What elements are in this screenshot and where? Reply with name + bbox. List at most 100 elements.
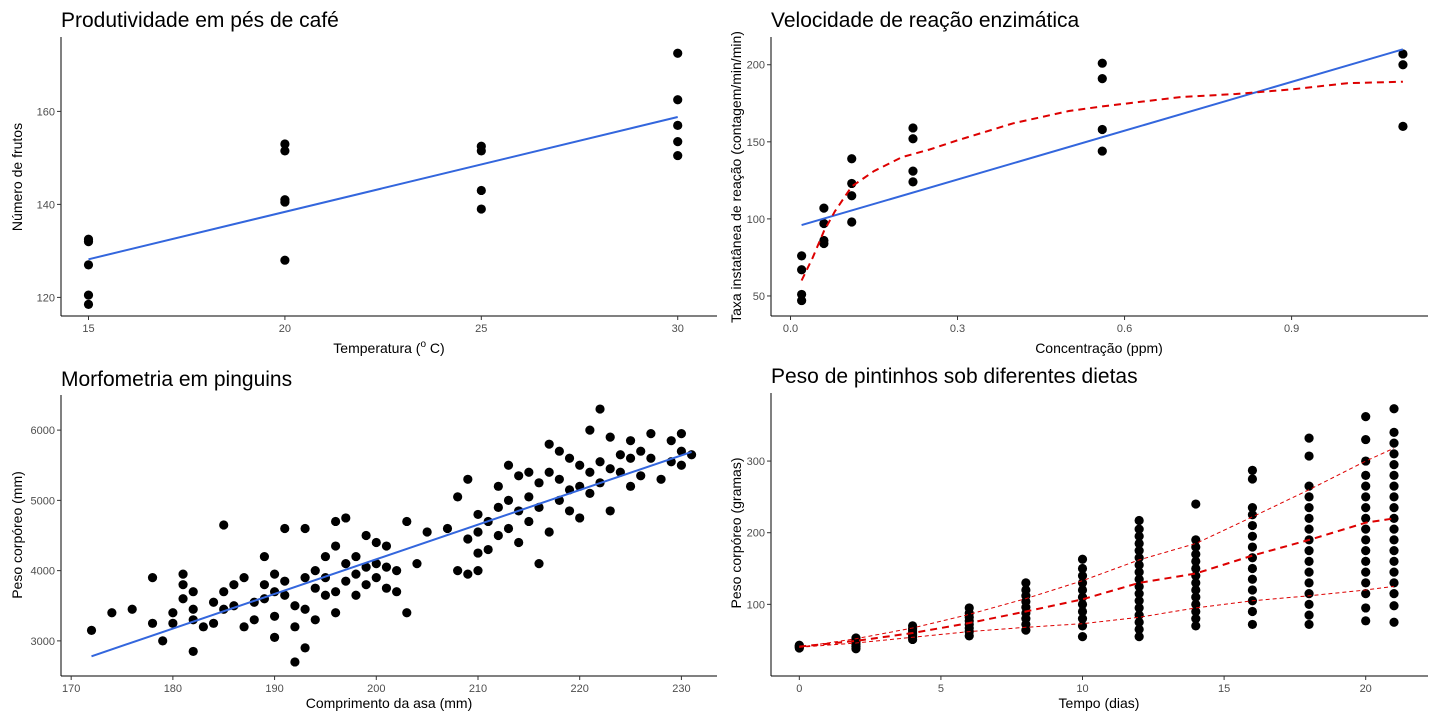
data-point [1389,492,1399,502]
data-point [1398,49,1408,59]
data-point [1304,433,1314,443]
data-point [1304,610,1314,620]
data-point [1097,124,1107,135]
data-point [442,523,453,534]
data-point [1398,121,1408,132]
data-point [1134,538,1144,549]
data-point [1097,146,1107,156]
quantile-curve [799,447,1395,648]
data-point [1191,614,1201,624]
data-point [280,576,290,586]
data-point [847,154,857,164]
x-tick-label: 220 [571,683,589,695]
data-point [402,608,412,618]
data-point [1389,404,1399,414]
panel-penguin-morphometry: Morfometria em pinguins Comprimento da a… [9,368,717,711]
data-point [605,464,615,474]
data-point [280,523,290,534]
x-tick-label: 0.6 [1117,323,1132,335]
data-point [585,425,595,435]
data-point [1389,617,1399,627]
data-point [493,481,503,491]
data-point [646,453,656,463]
data-point [463,569,473,579]
data-point [1021,578,1031,588]
data-point [1134,515,1144,526]
data-point [473,548,483,558]
data-point [1077,554,1088,564]
data-point [290,601,300,611]
x-tick-label: 20 [1360,683,1372,695]
data-point [300,604,310,614]
data-point [1134,596,1144,606]
data-point [1304,578,1314,588]
data-point [554,446,564,456]
data-point [269,611,280,621]
data-point [1361,513,1371,523]
chart-title: Peso de pintinhos sob diferentes dietas [771,365,1138,388]
data-point [908,177,918,187]
data-point [1389,601,1399,611]
data-point [86,625,97,635]
data-point [1304,546,1314,556]
data-point [208,597,219,607]
data-point [219,587,229,597]
y-tick-label: 120 [37,292,55,304]
x-tick-label: 5 [938,683,944,695]
data-point [1134,524,1144,534]
data-point [534,559,544,569]
y-tick-label: 160 [37,106,55,118]
data-point [1134,617,1144,627]
data-point [147,573,158,583]
data-point [422,527,432,537]
data-point [1247,520,1258,531]
data-point [1304,503,1314,513]
data-point [331,516,341,527]
x-tick-label: 200 [367,683,385,695]
data-point [188,604,198,614]
data-point [280,255,290,265]
data-point [797,295,807,306]
data-point [1361,578,1371,588]
data-point [673,137,683,147]
data-point [249,615,259,625]
data-point [1134,581,1144,592]
data-point [1077,614,1088,624]
data-point [83,260,94,270]
plot-area: 0 5 10 15 20 100 200 300 [747,393,1428,695]
y-axis-label: Número de frutos [9,123,25,231]
data-point [575,460,585,470]
data-point [585,488,595,498]
data-point [178,580,188,590]
data-point [1304,451,1314,461]
data-point [615,450,625,460]
y-tick-label: 300 [747,456,765,468]
data-point [676,460,687,470]
y-tick-label: 140 [37,199,55,211]
x-tick-label: 0.9 [1284,323,1299,335]
x-tick-label: 180 [164,683,182,695]
data-point [819,203,829,213]
data-point [1247,503,1258,513]
data-point [524,467,534,477]
data-point [341,559,351,569]
data-point [392,587,402,597]
data-point [676,446,687,456]
data-point [564,506,575,516]
data-point [351,569,361,579]
x-axis-label: Tempo (dias) [1059,695,1140,711]
data-point [636,471,646,481]
data-point [625,481,636,491]
data-point [847,191,857,201]
data-point [1361,546,1371,556]
data-point [819,235,829,246]
data-point [503,460,514,470]
data-point [371,537,381,548]
data-point [493,502,503,512]
data-point [1247,531,1258,541]
data-point [476,204,486,214]
data-point [361,530,371,541]
data-point [544,439,554,449]
data-point [686,450,697,460]
x-tick-label: 210 [469,683,487,695]
